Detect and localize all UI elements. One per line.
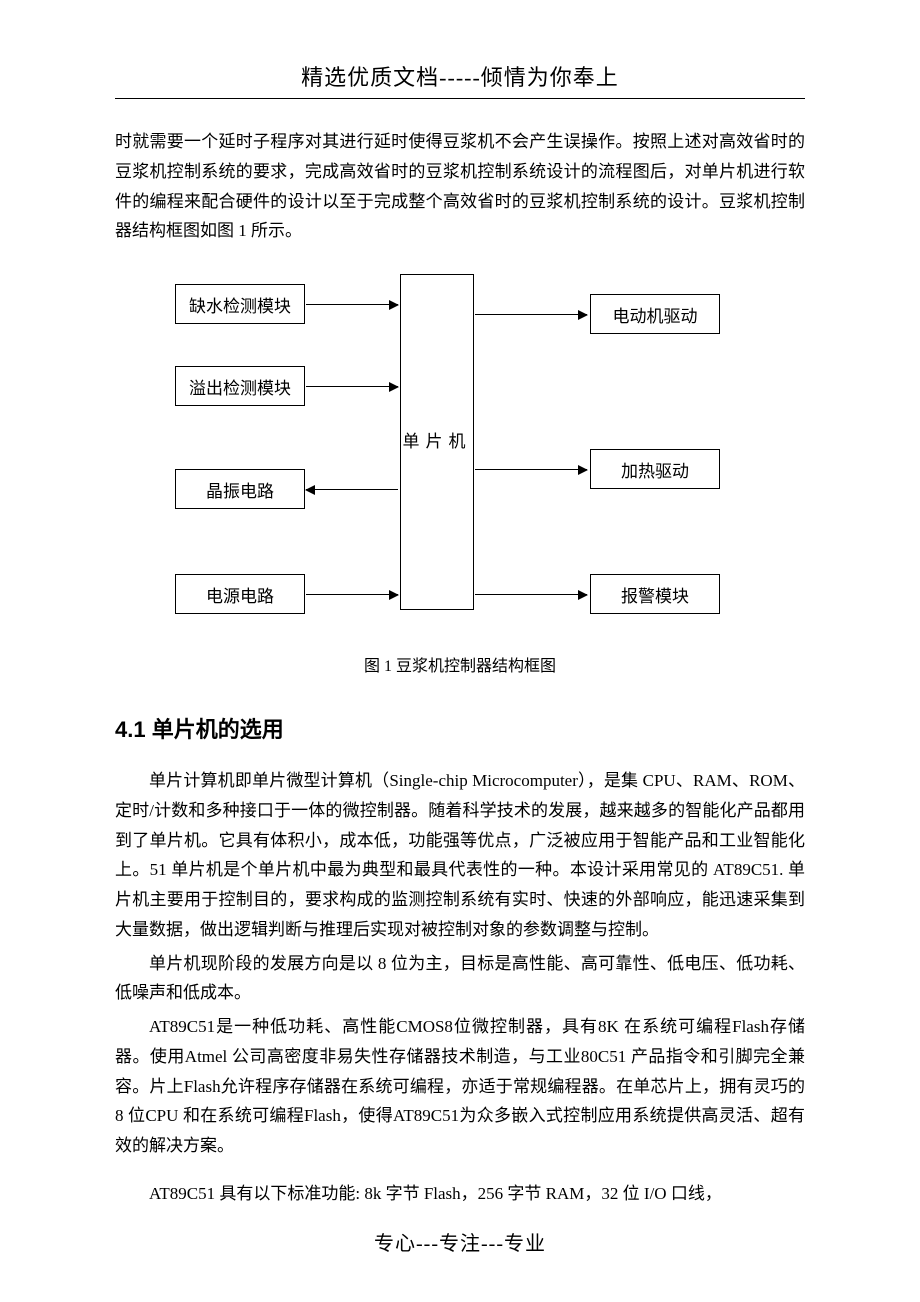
diagram-left-node: 溢出检测模块 — [175, 366, 305, 406]
body-paragraph: AT89C51是一种低功耗、高性能CMOS8位微控制器，具有8K 在系统可编程F… — [115, 1012, 805, 1161]
diagram-arrow — [306, 594, 398, 595]
diagram-arrow — [475, 469, 587, 470]
diagram-left-node: 电源电路 — [175, 574, 305, 614]
body-paragraph: AT89C51 具有以下标准功能: 8k 字节 Flash，256 字节 RAM… — [115, 1179, 805, 1209]
intro-paragraph: 时就需要一个延时子程序对其进行延时使得豆浆机不会产生误操作。按照上述对高效省时的… — [115, 127, 805, 246]
document-page: 精选优质文档-----倾情为你奉上 时就需要一个延时子程序对其进行延时使得豆浆机… — [0, 0, 920, 1302]
diagram-arrow — [306, 304, 398, 305]
page-header: 精选优质文档-----倾情为你奉上 — [115, 60, 805, 99]
diagram-left-node: 晶振电路 — [175, 469, 305, 509]
section-heading: 4.1 单片机的选用 — [115, 712, 805, 744]
figure-caption: 图 1 豆浆机控制器结构框图 — [115, 652, 805, 676]
diagram-arrow — [475, 314, 587, 315]
diagram-arrow — [306, 386, 398, 387]
diagram-center-label: 单片机 — [403, 405, 472, 479]
diagram-arrow — [306, 489, 398, 490]
diagram-right-node: 加热驱动 — [590, 449, 720, 489]
diagram-left-node: 缺水检测模块 — [175, 284, 305, 324]
page-footer: 专心---专注---专业 — [0, 1227, 920, 1256]
diagram-arrow — [475, 594, 587, 595]
diagram-right-node: 电动机驱动 — [590, 294, 720, 334]
diagram-center-node: 单片机 — [400, 274, 474, 610]
body-paragraph: 单片机现阶段的发展方向是以 8 位为主，目标是高性能、高可靠性、低电压、低功耗、… — [115, 949, 805, 1009]
body-paragraph: 单片计算机即单片微型计算机（Single-chip Microcomputer）… — [115, 766, 805, 945]
diagram-right-node: 报警模块 — [590, 574, 720, 614]
block-diagram: 单片机 缺水检测模块 溢出检测模块 晶振电路 电源电路 电动机驱动 加热驱动 报… — [115, 274, 805, 644]
